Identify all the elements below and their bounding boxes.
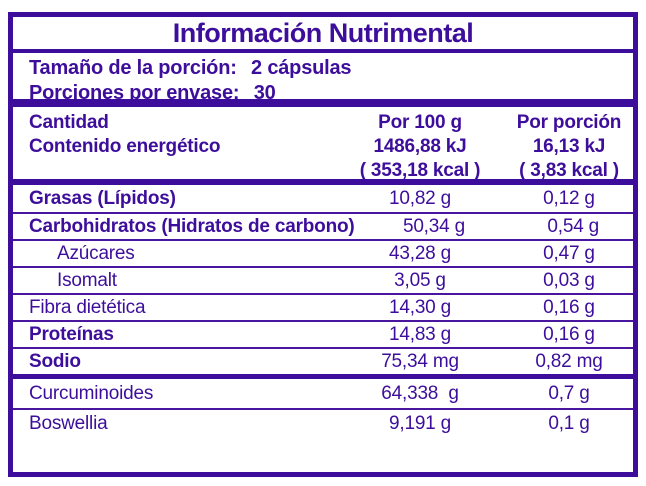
per100-value: 64,338 g [381, 382, 459, 404]
row-boswellia: Boswellia 9,191 g 0,1 g [13, 408, 633, 437]
per100-value: 10,82 g [389, 187, 451, 209]
energy-per100-value: 1486,88 kJ [373, 136, 467, 157]
nutrient-label: Curcuminoides [29, 382, 154, 404]
servings-per-container-value: 30 [253, 82, 276, 104]
per100-value: 50,34 g [402, 215, 465, 237]
portion-value: 0,82 mg [535, 350, 603, 372]
nutrient-label: Azúcares [57, 242, 135, 264]
serving-size-label: Tamaño de la porción: [29, 57, 237, 79]
row-proteinas: Proteínas 14,83 g 0,16 g [13, 320, 633, 347]
portion-value: 0,54 g [547, 215, 600, 237]
nutrition-label: Información Nutrimental Tamaño de la por… [8, 12, 638, 477]
row-grasas: Grasas (Lípidos) 10,82 g 0,12 g [13, 185, 633, 212]
per-100g-header: Por 100 g [378, 112, 462, 133]
nutrient-label: Carbohidratos (Hidratos de carbono) [29, 215, 355, 237]
row-sodio: Sodio 75,34 mg 0,82 mg [13, 347, 633, 374]
nutrient-label: Grasas (Lípidos) [29, 187, 176, 209]
portion-value: 0,03 g [543, 269, 595, 291]
energy-row: Contenido energético 1486,88 kJ 16,13 kJ [13, 135, 633, 159]
serving-size-line: Tamaño de la porción: 2 cápsulas [29, 56, 633, 81]
nutrients-section: Grasas (Lípidos) 10,82 g 0,12 g Carbohid… [13, 185, 633, 379]
per100-value: 9,191 g [389, 412, 451, 434]
per-portion-header: Por porción [516, 112, 622, 133]
row-curcuminoides: Curcuminoides 64,338 g 0,7 g [13, 379, 633, 408]
supplements-section: Curcuminoides 64,338 g 0,7 g Boswellia 9… [13, 379, 633, 437]
row-fibra: Fibra dietética 14,30 g 0,16 g [13, 293, 633, 320]
per100-value: 43,28 g [389, 242, 451, 264]
nutrient-label: Fibra dietética [29, 296, 146, 318]
per100-value: 75,34 mg [381, 350, 459, 372]
column-header-row: Cantidad Por 100 g Por porción [13, 111, 633, 135]
serving-section: Tamaño de la porción: 2 cápsulas Porcion… [13, 53, 633, 107]
energy-portion-kcal-value: ( 3,83 kcal ) [519, 160, 619, 181]
title-section: Información Nutrimental [13, 17, 633, 53]
row-carbohidratos: Carbohidratos (Hidratos de carbono) 50,3… [13, 212, 633, 239]
row-azucares: Azúcares 43,28 g 0,47 g [13, 239, 633, 266]
portion-value: 0,12 g [543, 187, 595, 209]
servings-per-container-line: Porciones por envase: 30 [29, 81, 633, 106]
per100-value: 14,30 g [389, 296, 451, 318]
nutrient-label: Isomalt [57, 269, 117, 291]
energy-portion-value: 16,13 kJ [532, 136, 606, 157]
nutrient-label: Boswellia [29, 412, 108, 434]
portion-value: 0,47 g [543, 242, 595, 264]
amount-header: Cantidad [29, 112, 109, 133]
portion-value: 0,16 g [543, 323, 595, 345]
nutrient-label: Proteínas [29, 323, 114, 345]
portion-value: 0,16 g [543, 296, 595, 318]
row-isomalt: Isomalt 3,05 g 0,03 g [13, 266, 633, 293]
energy-kcal-row: ( 353,18 kcal ) ( 3,83 kcal ) [13, 159, 633, 183]
servings-per-container-label: Porciones por envase: [29, 82, 240, 104]
per100-value: 14,83 g [389, 323, 451, 345]
nutrient-label: Sodio [29, 350, 81, 372]
energy-per100-kcal-value: ( 353,18 kcal ) [359, 160, 481, 181]
energy-label: Contenido energético [29, 136, 221, 157]
portion-value: 0,1 g [548, 412, 590, 434]
per100-value: 3,05 g [394, 269, 446, 291]
energy-section: Cantidad Por 100 g Por porción Contenido… [13, 107, 633, 185]
page-title: Información Nutrimental [172, 17, 474, 48]
portion-value: 0,7 g [548, 382, 590, 404]
serving-size-value: 2 cápsulas [251, 57, 352, 79]
